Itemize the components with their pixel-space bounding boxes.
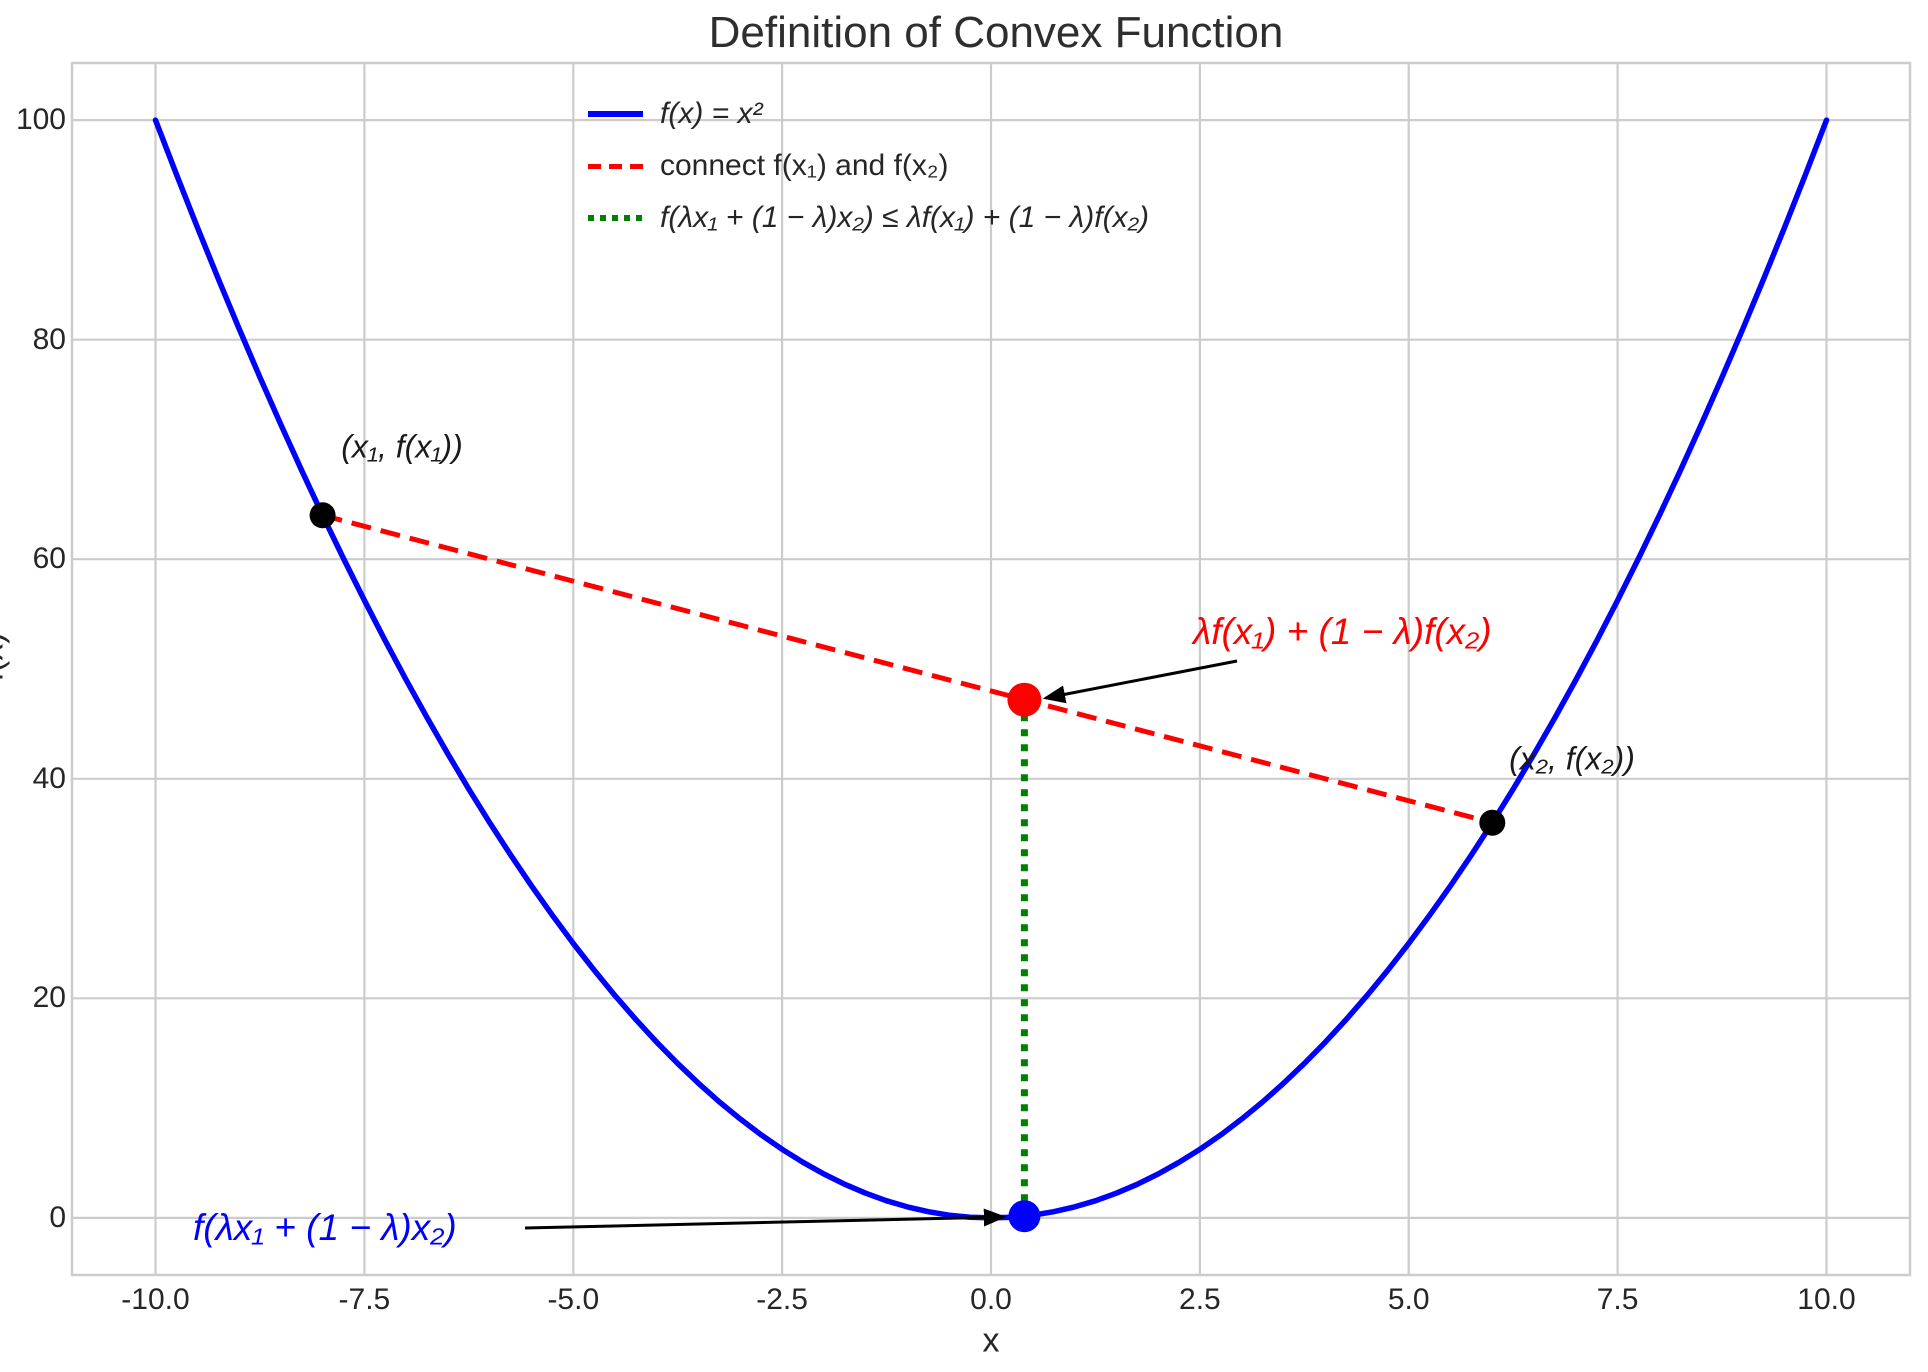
label-point-x1: (x₁, f(x₁)) — [341, 428, 463, 465]
x-tick-label: -7.5 — [338, 1283, 391, 1316]
label-curve-interp-arrow — [524, 1208, 1007, 1230]
x-tick-label: 5.0 — [1387, 1283, 1430, 1316]
point-x1 — [309, 502, 336, 529]
legend-label-chord: connect f(x₁) and f(x₂) — [660, 149, 949, 182]
y-tick-label: 80 — [32, 322, 66, 356]
point-chord-interp — [1007, 682, 1042, 717]
y-axis-label: f(x) — [0, 632, 11, 682]
label-curve-interp: f(λx₁ + (1 − λ)x₂) — [193, 1207, 457, 1248]
point-x2 — [1479, 809, 1506, 836]
chart-title: Definition of Convex Function — [708, 8, 1284, 57]
point-curve-interp — [1008, 1200, 1041, 1233]
chord-line — [321, 512, 1493, 826]
legend-label-curve: f(x) = x² — [660, 97, 763, 130]
label-chord-interp: λf(x₁) + (1 − λ)f(x₂) — [1193, 611, 1492, 652]
legend-item-curve: f(x) = x² — [588, 97, 763, 131]
y-tick-label: 60 — [32, 542, 66, 576]
legend-item-chord: connect f(x₁) and f(x₂) — [588, 149, 949, 183]
x-tick-label: 0.0 — [970, 1283, 1012, 1316]
y-tick-label: 20 — [32, 981, 66, 1015]
x-tick-label: 10.0 — [1797, 1283, 1856, 1316]
label-point-x2: (x₂, f(x₂)) — [1509, 740, 1635, 777]
x-axis-label: x — [982, 1321, 1000, 1360]
x-tick-label: -5.0 — [547, 1283, 600, 1316]
y-tick-label: 0 — [49, 1200, 66, 1234]
y-tick-label: 40 — [32, 761, 66, 795]
legend-item-inequality: f(λx₁ + (1 − λ)x₂) ≤ λf(x₁) + (1 − λ)f(x… — [588, 201, 1149, 235]
x-tick-label: -10.0 — [121, 1283, 190, 1316]
label-chord-interp-arrow — [1042, 659, 1238, 704]
x-tick-label: 2.5 — [1179, 1283, 1221, 1316]
legend-sample-dotted-line — [588, 215, 643, 221]
legend-label-inequality: f(λx₁ + (1 − λ)x₂) ≤ λf(x₁) + (1 − λ)f(x… — [660, 201, 1150, 234]
plot-border — [70, 61, 1912, 1277]
y-tick-label: 100 — [15, 103, 66, 137]
legend-sample-solid-line — [588, 111, 643, 117]
x-tick-label: -2.5 — [756, 1283, 808, 1316]
x-tick-label: 7.5 — [1596, 1283, 1639, 1316]
legend-sample-dashed-line — [588, 163, 643, 169]
